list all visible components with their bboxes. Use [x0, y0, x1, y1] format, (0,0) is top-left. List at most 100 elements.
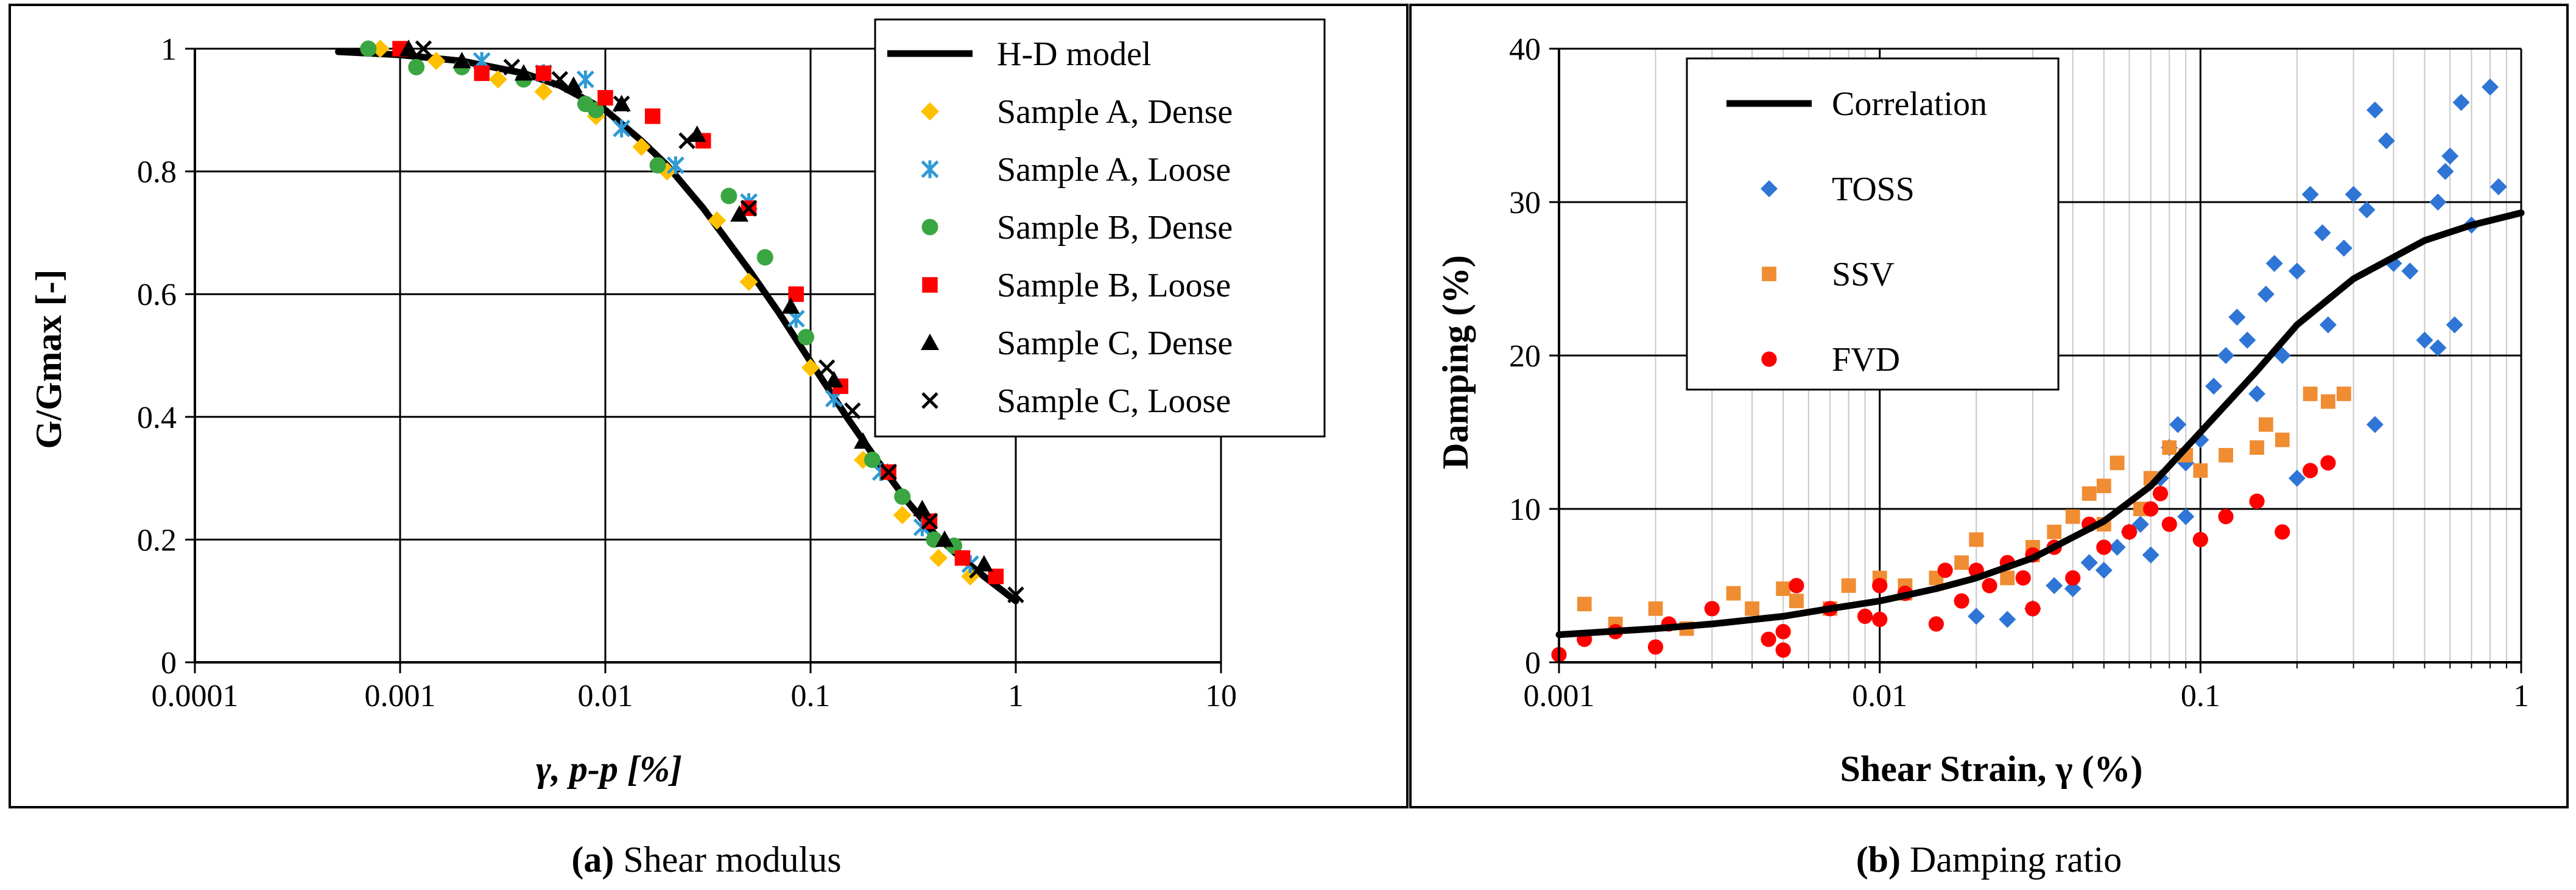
panel-a-axes [185, 47, 1222, 673]
panel-b-point-toss-23 [2301, 186, 2319, 203]
caption-b-letter: (b) [1856, 839, 1901, 880]
panel-a-point-sample-c-loose-10 [969, 562, 986, 579]
panel-a-point-sample-b-loose-11 [954, 550, 971, 566]
panel-a-point-sample-a-dense-9 [801, 359, 820, 377]
caption-a-text: Shear modulus [614, 839, 841, 880]
panel-a-point-sample-a-dense-12 [929, 548, 948, 567]
caption-a-letter: (a) [571, 839, 614, 880]
panel-a-point-sample-c-loose-4 [678, 132, 695, 149]
panel-a-point-sample-a-loose-2 [576, 70, 594, 89]
panel-b-point-ssv-13 [1969, 532, 1984, 547]
panel-b-x-tick-label-2: 0.1 [2181, 679, 2220, 713]
panel-b-point-fvd-26 [2161, 516, 2177, 532]
panel-b-point-fvd-33 [1775, 642, 1791, 658]
panel-b-point-toss-26 [2335, 239, 2353, 257]
panel-a-x-tick-label-3: 0.1 [791, 679, 831, 713]
panel-b-point-toss-16 [2228, 309, 2246, 326]
panel-b-point-fvd-36 [2025, 601, 2041, 617]
panel-a-point-sample-c-loose-11 [1007, 586, 1024, 603]
panel-a-y-tick-label-3: 0.6 [137, 278, 177, 312]
caption-a: (a) Shear modulus [571, 839, 841, 880]
panel-b-point-toss-22 [2288, 262, 2306, 280]
panel-b-y-axis-title: Damping (%) [1435, 255, 1476, 469]
panel-b-point-toss-20 [2265, 254, 2283, 272]
panel-b-point-toss-30 [2377, 132, 2395, 150]
panel-b-point-fvd-10 [1857, 608, 1873, 624]
panel-b-point-ssv-16 [2047, 524, 2062, 539]
panel-b-frame [1409, 4, 2569, 808]
panel-b-point-ssv-36 [2258, 417, 2273, 432]
panel-b-y-tick-label-4: 40 [1509, 32, 1541, 67]
panel-b-point-fvd-29 [2249, 493, 2265, 510]
panel-b-point-toss-14 [2205, 377, 2223, 395]
panel-b-point-fvd-25 [2143, 501, 2159, 517]
panel-b-point-toss-15 [2217, 347, 2235, 364]
panel-a-point-sample-c-dense-8 [825, 371, 843, 388]
panel-a-legend-symbol-sample-a-loose [921, 160, 939, 178]
panel-b-x-tick-label-0: 0.001 [1524, 679, 1595, 713]
panel-a-point-sample-a-dense-7 [708, 211, 727, 230]
panel-b-point-fvd-14 [1954, 593, 1969, 609]
panel-b-point-fvd-18 [2015, 570, 2031, 586]
panel-b-point-toss-25 [2319, 316, 2337, 334]
panel-b-model-curve [1555, 209, 2525, 639]
panel-b-point-toss-35 [2441, 147, 2459, 165]
panel-b-points [1551, 79, 2507, 662]
panel-b-point-ssv-19 [2096, 478, 2111, 494]
panel-a-point-sample-a-dense-5 [632, 138, 651, 156]
panel-a-point-sample-c-loose-8 [880, 463, 897, 481]
panel-b-x-axis-title: Shear Strain, γ (%) [1840, 749, 2143, 789]
panel-a-point-sample-c-dense-9 [854, 432, 873, 449]
panel-b-point-fvd-34 [1872, 611, 1888, 628]
panel-a-point-sample-c-loose-9 [921, 513, 938, 530]
panel-a-point-sample-b-dense-11 [894, 488, 911, 505]
panel-a-point-sample-b-dense-5 [588, 102, 605, 119]
panel-b-legend-box [1686, 57, 2060, 391]
panel-a-y-tick-label-5: 1 [161, 32, 177, 67]
panel-b-legend-label-fvd: FVD [1832, 341, 1900, 379]
panel-b-point-fvd-37 [2152, 486, 2169, 502]
panel-b-curve-group [1555, 209, 2525, 639]
panel-a-point-sample-a-dense-2 [488, 70, 507, 89]
panel-b-point-toss-24 [2314, 224, 2331, 242]
panel-a-legend-label-sample-b-dense: Sample B, Dense [997, 209, 1233, 247]
panel-a-legend-label-sample-a-loose: Sample A, Loose [997, 151, 1231, 189]
panel-a-points [360, 40, 1024, 603]
panel-b-point-toss-44 [2288, 469, 2306, 487]
panel-b-point-toss-8 [2142, 546, 2159, 564]
panel-a-x-tick-label-1: 0.001 [365, 679, 436, 713]
panel-a-point-sample-b-dense-0 [360, 40, 377, 57]
panel-b-x-tick-label-3: 1 [2513, 679, 2529, 713]
panel-b-y-tick-label-2: 20 [1509, 339, 1541, 374]
panel-b-legend-label-ssv: SSV [1832, 256, 1895, 293]
panel-b-legend-label-toss: TOSS [1832, 170, 1915, 208]
panel-b-point-toss-1 [2046, 577, 2063, 594]
panel-a-point-sample-c-dense-5 [688, 125, 706, 142]
panel-b-point-fvd-5 [1704, 601, 1720, 617]
panel-b-point-ssv-4 [1726, 586, 1741, 601]
panel-b-point-fvd-28 [2218, 509, 2234, 525]
panel-a-point-sample-c-dense-11 [935, 530, 954, 547]
panel-b-legend-label-correlation: Correlation [1832, 85, 1987, 123]
panel-a-legend-symbol-sample-a-dense [921, 102, 939, 121]
panel-b-point-fvd-31 [2303, 463, 2318, 478]
panel-a-point-sample-b-dense-10 [864, 451, 881, 468]
panel-a-point-sample-c-dense-2 [514, 64, 533, 81]
panel-b-point-fvd-8 [1789, 578, 1804, 594]
panel-a-legend-symbol-sample-c-loose [921, 392, 938, 409]
panel-a-point-sample-a-loose-3 [613, 119, 631, 138]
panel-b-point-toss-4 [2095, 561, 2113, 579]
panel-a-point-sample-b-loose-4 [644, 108, 661, 124]
panel-a-y-tick-label-1: 0.2 [137, 523, 177, 558]
panel-a-y-tick-label-2: 0.4 [137, 401, 177, 435]
panel-b-point-ssv-20 [2110, 455, 2125, 471]
panel-b-point-toss-48 [2446, 316, 2463, 334]
panel-b-point-toss-5 [2108, 539, 2126, 556]
panel-a-point-sample-c-dense-7 [781, 297, 800, 314]
panel-b-axes [1549, 47, 2522, 673]
panel-b-point-fvd-3 [1647, 639, 1664, 655]
panel-b-point-toss-7 [2131, 516, 2149, 533]
